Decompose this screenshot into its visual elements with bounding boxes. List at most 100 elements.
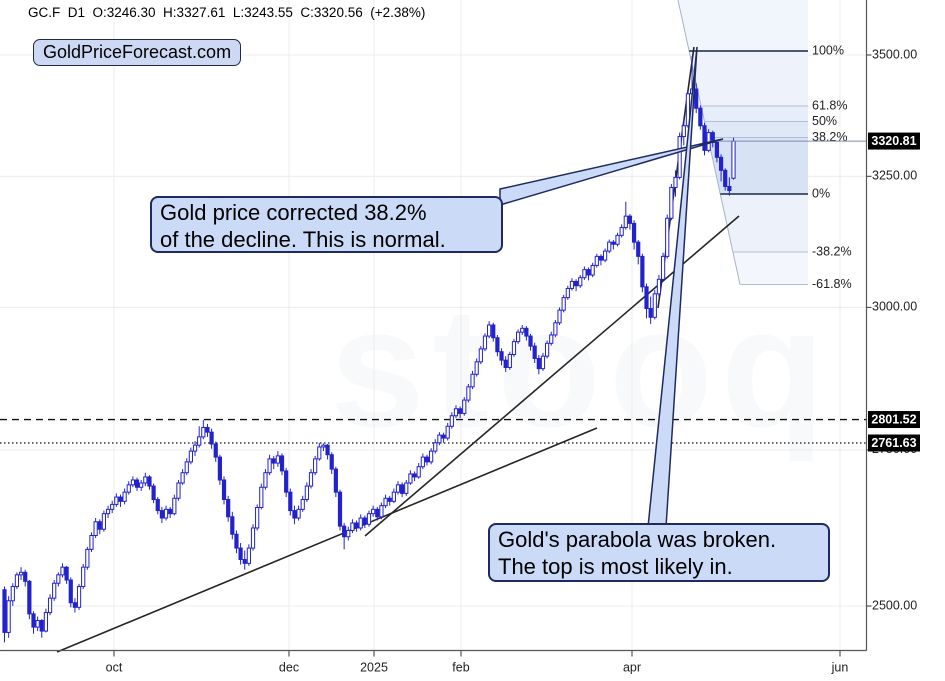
price-marker-label: 3320.81	[871, 134, 916, 148]
candle-body	[267, 458, 272, 474]
price-marker-box	[868, 411, 920, 429]
candle-body	[437, 434, 442, 444]
candle-body	[317, 446, 322, 460]
fib-band	[689, 51, 808, 106]
candle-body	[487, 324, 492, 337]
candle-body	[669, 186, 674, 219]
candle-body	[379, 505, 384, 518]
fib-level-label: 100%	[812, 43, 844, 57]
fib-band	[704, 121, 808, 138]
candle-body	[60, 566, 65, 576]
trendline-long-term-support	[56, 427, 598, 653]
fib-band	[720, 194, 808, 252]
candle-body	[499, 351, 504, 361]
candle-body	[209, 431, 214, 445]
fib-band	[701, 106, 808, 122]
candle-body	[14, 574, 20, 587]
candle-body	[346, 529, 351, 538]
fib-band	[678, 0, 808, 51]
fib-level-label: 0%	[812, 186, 830, 200]
candle-body	[482, 335, 488, 350]
candle-body	[151, 485, 156, 501]
candle-body	[727, 185, 732, 192]
candle-body	[445, 425, 450, 439]
candle-body	[134, 479, 140, 488]
candle-body	[619, 227, 624, 236]
candle-body	[118, 496, 123, 502]
candle-body	[31, 613, 36, 628]
candle-body	[602, 250, 608, 261]
candle-body	[284, 470, 289, 493]
candle-body	[408, 473, 413, 484]
candle-body	[569, 280, 575, 289]
candle-body	[321, 444, 326, 448]
candle-body	[27, 580, 32, 615]
candle-body	[582, 269, 587, 279]
candle-body	[18, 571, 24, 576]
candle-body	[375, 508, 380, 518]
candle-body	[205, 426, 210, 433]
candle-body	[685, 93, 691, 127]
candle-body	[97, 521, 102, 530]
candle-body	[221, 479, 227, 501]
candle-body	[458, 408, 463, 414]
candle-body	[6, 600, 11, 633]
candle-body	[627, 215, 633, 224]
candle-body	[391, 491, 396, 502]
fib-level-label: 61.8%	[812, 98, 847, 112]
candle-body	[371, 508, 376, 515]
candle-body	[636, 241, 641, 257]
candle-body	[470, 373, 475, 388]
site-badge: GoldPriceForecast.com	[33, 39, 242, 66]
candle-body	[85, 548, 90, 568]
candle-body	[105, 508, 111, 515]
candle-body	[404, 482, 409, 494]
candle-body	[677, 136, 682, 178]
annotation-line: Gold price corrected 38.2%	[160, 200, 427, 225]
candle-body	[578, 277, 583, 287]
candle-body	[234, 533, 239, 549]
candle-body	[553, 322, 558, 336]
fib-level-label: 38.2%	[812, 130, 847, 144]
candle-body	[557, 309, 562, 324]
candle-body	[292, 510, 297, 519]
candle-body	[110, 503, 115, 510]
candle-body	[644, 286, 649, 310]
annotation-parabola: Gold's parabola was broken. The top is m…	[488, 523, 830, 582]
candle-body	[184, 461, 189, 474]
candle-body	[238, 547, 243, 561]
candle-body	[68, 579, 73, 604]
x-tick-label: jun	[831, 660, 849, 674]
candle-body	[723, 169, 728, 187]
candle-body	[652, 293, 657, 318]
candle-body	[474, 361, 479, 375]
candle-body	[466, 386, 471, 401]
price-marker-box	[868, 434, 920, 452]
candle-body	[10, 585, 15, 602]
candle-body	[250, 527, 256, 549]
candle-body	[702, 125, 707, 151]
candle-body	[366, 513, 372, 525]
fib-level-label: -38.2%	[812, 244, 852, 258]
candle-body	[545, 342, 550, 357]
candle-body	[89, 534, 94, 550]
candle-body	[275, 455, 280, 464]
candle-body	[350, 522, 355, 531]
candle-body	[656, 278, 662, 295]
candle-body	[549, 334, 554, 344]
candle-body	[383, 497, 388, 507]
annotation-retracement: Gold price corrected 38.2% of the declin…	[150, 196, 503, 253]
candle-body	[424, 456, 430, 463]
candle-body	[714, 141, 720, 158]
candle-body	[540, 355, 546, 370]
candle-body	[648, 308, 653, 318]
candle-body	[416, 466, 421, 478]
candle-body	[180, 472, 185, 484]
candle-body	[64, 566, 69, 581]
x-tick-label: feb	[452, 660, 469, 674]
candle-body	[300, 499, 305, 510]
candle-body	[491, 324, 496, 339]
candle-body	[114, 496, 119, 505]
candle-body	[139, 482, 144, 488]
y-tick-label: 2500.00	[872, 598, 917, 612]
